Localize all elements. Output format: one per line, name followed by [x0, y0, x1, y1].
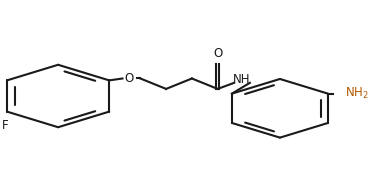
Text: O: O	[213, 47, 222, 60]
Text: O: O	[124, 72, 134, 85]
Text: NH: NH	[233, 73, 251, 86]
Text: F: F	[2, 119, 9, 132]
Text: NH$_2$: NH$_2$	[345, 86, 369, 101]
